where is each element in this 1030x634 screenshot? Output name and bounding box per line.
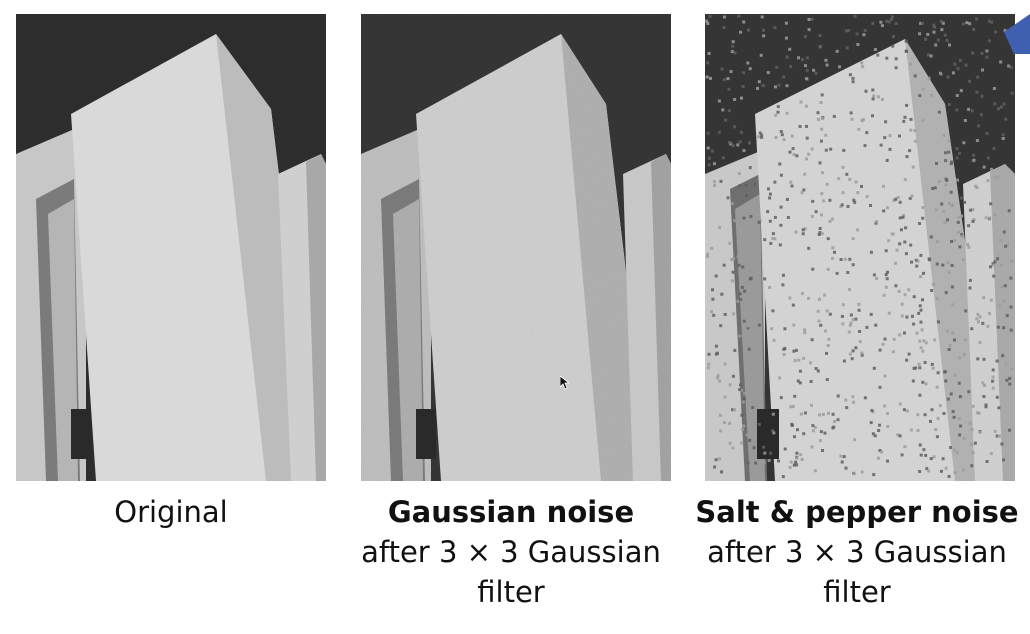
caption-saltpepper-line1: Salt & pepper noise [695,495,1019,529]
image-saltpepper [705,14,1015,481]
right-building-side [651,154,671,481]
side-face [561,34,651,481]
caption-original: Original [6,492,336,532]
noise-speckles [705,14,1014,479]
caption-gaussian-line1: Gaussian noise [387,495,635,529]
right-building-side [306,154,326,481]
caption-gaussian-line2: after 3 × 3 Gaussian [361,535,661,569]
left-post-inner [393,199,423,481]
caption-saltpepper-line2: after 3 × 3 Gaussian [707,535,1007,569]
bottom-shadow [71,409,91,459]
building-photo-original [16,14,326,481]
caption-saltpepper-line3: filter [823,575,891,609]
building-photo-saltpepper [705,14,1015,481]
bottom-shadow [416,409,436,459]
corner-accent-icon [1004,14,1030,54]
bottom-shadow [757,409,779,459]
caption-original-line1: Original [114,495,228,529]
image-original [16,14,326,481]
mouse-cursor-icon [560,376,570,390]
building-photo-gaussian [361,14,671,481]
caption-gaussian-line3: filter [477,575,545,609]
image-gaussian [361,14,671,481]
caption-gaussian: Gaussian noise after 3 × 3 Gaussian filt… [346,492,676,612]
left-post-inner [48,199,78,481]
caption-saltpepper: Salt & pepper noise after 3 × 3 Gaussian… [692,492,1022,612]
